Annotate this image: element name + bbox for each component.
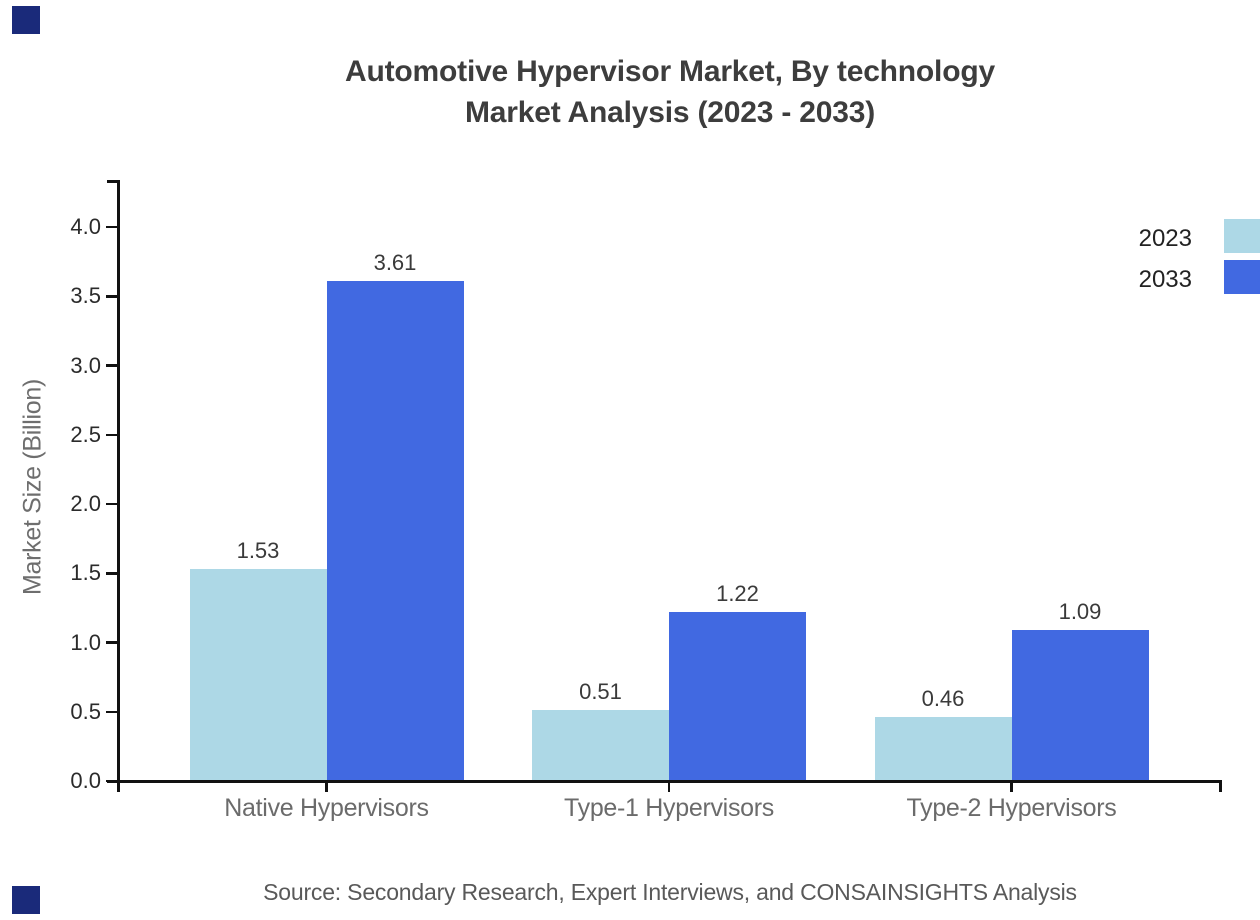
x-axis-tick [1010,781,1013,792]
y-axis-tick-label: 2.5 [70,421,101,447]
x-axis-right-cap [1219,780,1222,792]
bar-value-label: 1.53 [236,538,280,564]
y-axis-tick [106,572,118,575]
brand-corner-square-top-left [12,6,40,34]
brand-corner-square-bottom-left [12,886,40,914]
legend-swatch-2033 [1224,260,1260,294]
y-axis-tick [106,710,118,713]
bar-2023-type-1-hypervisors [532,710,669,781]
y-axis-tick [106,433,118,436]
y-axis-tick-label: 0.0 [70,768,101,793]
x-axis-tick [325,781,328,792]
legend-label-2023: 2023 [1138,225,1192,252]
y-axis-top-cap [107,180,120,183]
y-axis-tick-label: 4.0 [70,214,101,239]
y-axis-tick [106,779,118,783]
y-axis-tick [106,641,118,644]
x-category-label: Type-1 Hypervisors [564,794,774,822]
y-axis-spine [117,180,120,792]
y-axis-tick [106,295,118,298]
y-axis-tick-label: 1.0 [70,629,101,655]
x-axis-spine [107,780,1221,783]
bar-2023-native-hypervisors [189,569,327,781]
bar-value-label: 3.61 [373,250,417,275]
y-axis-tick-label: 1.5 [70,560,101,586]
legend-label-2033: 2033 [1138,266,1192,293]
y-axis-tick-label: 3.0 [70,352,101,378]
bar-value-label: 1.09 [1058,599,1102,625]
source-text: Source: Secondary Research, Expert Inter… [263,879,1077,905]
y-axis-tick-label: 3.5 [70,283,101,309]
legend-swatch-2023 [1224,219,1260,253]
y-axis-tick [106,225,118,229]
x-category-label: Native Hypervisors [224,794,429,822]
y-axis-tick [106,364,118,367]
chart-title-line2: Market Analysis (2023 - 2033) [465,96,875,129]
bar-value-label: 0.46 [921,686,965,712]
x-category-label: Type-2 Hypervisors [906,794,1117,822]
y-axis-tick [106,502,118,506]
chart-title-line1: Automotive Hypervisor Market, By technol… [345,55,995,88]
bar-2023-type-2-hypervisors [874,717,1012,781]
chart-title: Automotive Hypervisor Market, By technol… [80,51,1260,133]
bar-2033-type-1-hypervisors [669,612,806,781]
y-axis-tick-label: 2.0 [70,491,101,516]
y-axis-tick-label: 0.5 [70,698,101,724]
bar-2033-native-hypervisors [326,281,464,781]
bar-value-label: 0.51 [579,679,622,705]
bar-2033-type-2-hypervisors [1011,630,1149,781]
x-axis-tick [667,781,671,792]
bar-value-label: 1.22 [716,581,759,607]
